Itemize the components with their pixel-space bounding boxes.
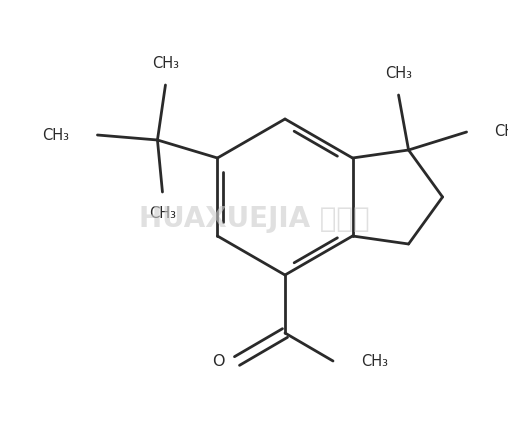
Text: O: O xyxy=(212,354,225,368)
Text: HUAXUEJIA 化学加: HUAXUEJIA 化学加 xyxy=(139,205,369,233)
Text: CH₃: CH₃ xyxy=(43,128,70,142)
Text: CH₃: CH₃ xyxy=(152,56,179,71)
Text: CH₃: CH₃ xyxy=(385,66,412,81)
Text: CH₃: CH₃ xyxy=(495,125,508,139)
Text: CH₃: CH₃ xyxy=(361,354,388,368)
Text: CH₃: CH₃ xyxy=(149,206,176,221)
